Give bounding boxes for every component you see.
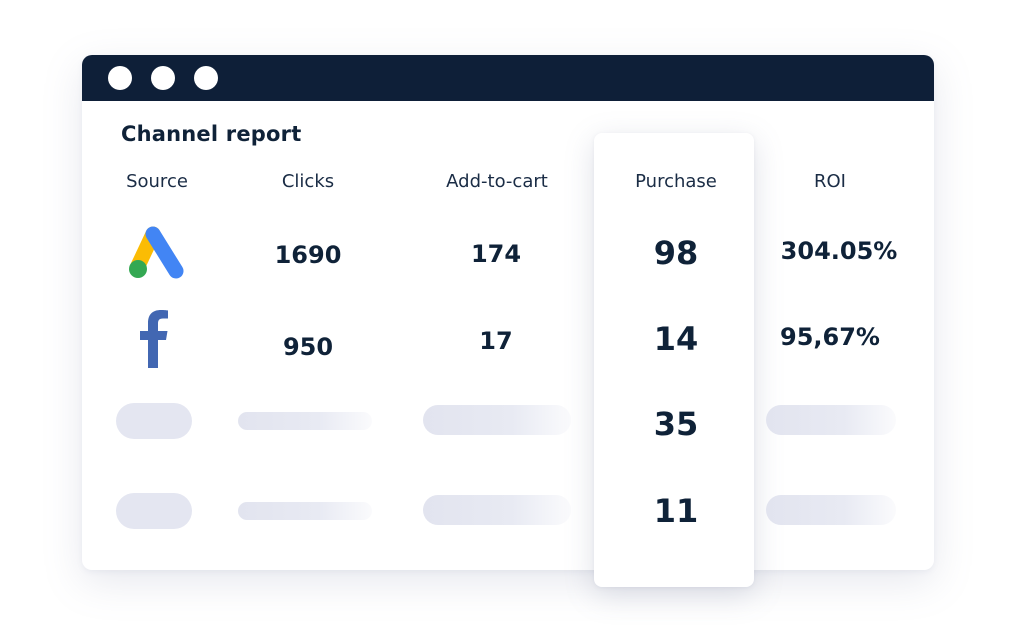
row2-roi: 95,67% — [780, 323, 880, 351]
report-title: Channel report — [121, 122, 302, 146]
row1-add-to-cart: 174 — [470, 240, 522, 268]
window-dot-2[interactable] — [151, 66, 175, 90]
header-purchase: Purchase — [635, 171, 717, 192]
header-clicks: Clicks — [281, 171, 335, 192]
row1-purchase: 98 — [653, 234, 699, 272]
row4-purchase: 11 — [653, 492, 699, 530]
row3-source-placeholder — [116, 403, 192, 439]
header-roi: ROI — [814, 171, 846, 192]
row3-add-to-cart-placeholder — [423, 405, 571, 435]
row2-add-to-cart: 17 — [479, 327, 513, 355]
report-window — [82, 55, 934, 570]
row4-add-to-cart-placeholder — [423, 495, 571, 525]
google-ads-icon — [129, 226, 184, 279]
facebook-icon — [140, 310, 168, 368]
row1-clicks: 1690 — [274, 241, 342, 269]
row4-source-placeholder — [116, 493, 192, 529]
row3-purchase: 35 — [653, 405, 699, 443]
row4-clicks-placeholder — [238, 502, 372, 520]
row1-roi: 304.05% — [780, 237, 898, 265]
row3-clicks-placeholder — [238, 412, 372, 430]
row2-purchase: 14 — [653, 320, 699, 358]
row2-clicks: 950 — [282, 333, 334, 361]
window-dot-3[interactable] — [194, 66, 218, 90]
purchase-column-highlight — [594, 133, 754, 587]
header-source: Source — [126, 171, 188, 192]
header-add-to-cart: Add-to-cart — [446, 171, 548, 192]
row3-roi-placeholder — [766, 405, 896, 435]
window-dot-1[interactable] — [108, 66, 132, 90]
row4-roi-placeholder — [766, 495, 896, 525]
window-titlebar — [82, 55, 934, 101]
